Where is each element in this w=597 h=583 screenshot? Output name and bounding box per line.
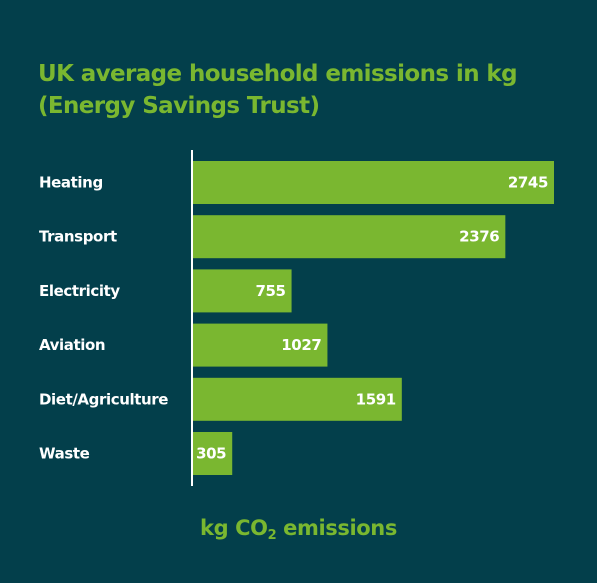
bar-5 [192, 432, 233, 475]
category-label-3: Aviation [39, 336, 105, 354]
value-label-0: 2745 [508, 174, 548, 192]
bar-4 [192, 377, 402, 421]
value-label-3: 1027 [281, 336, 321, 354]
value-label-1: 2376 [459, 228, 499, 246]
category-label-2: Electricity [39, 282, 120, 300]
bar-3 [192, 323, 328, 367]
x-axis-label-suffix: emissions [276, 516, 397, 540]
category-label-4: Diet/Agriculture [39, 390, 168, 408]
value-label-4: 1591 [356, 390, 396, 408]
x-axis-label-prefix: kg CO [200, 516, 268, 540]
value-label-5: 305 [196, 445, 226, 463]
category-label-0: Heating [39, 174, 103, 192]
category-label-5: Waste [39, 445, 90, 463]
chart-title: UK average household emissions in kg (En… [38, 58, 583, 122]
bars-group: Heating 2745 Transport 2376 Electricity 755 Av… [39, 161, 554, 475]
chart-title-line-1: UK average household emissions in kg [38, 61, 518, 87]
x-axis-label-subscript: 2 [267, 528, 277, 543]
category-label-1: Transport [39, 228, 117, 246]
x-axis-label: kg CO2 emissions [0, 516, 597, 543]
bar-1 [192, 215, 506, 259]
bar-2 [192, 269, 292, 313]
chart-title-line-2: (Energy Savings Trust) [38, 93, 320, 119]
value-label-2: 755 [255, 282, 285, 300]
bar-0 [192, 161, 554, 204]
